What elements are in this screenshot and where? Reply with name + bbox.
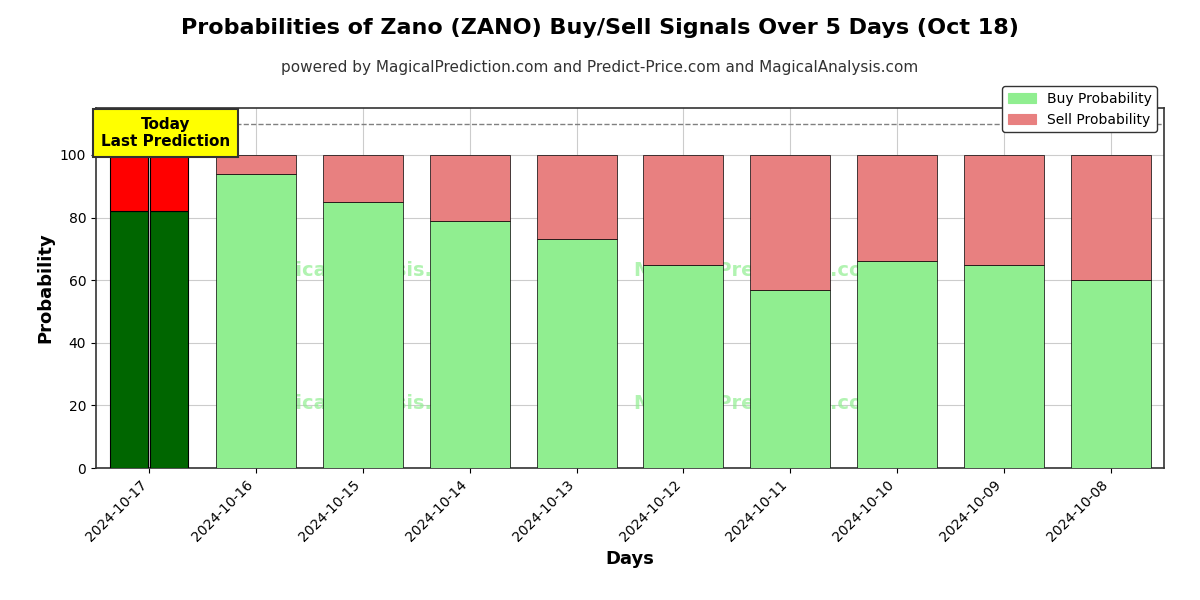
- Bar: [1070, 155, 1151, 280]
- Bar: [110, 155, 149, 211]
- Bar: [1070, 280, 1151, 468]
- Bar: [857, 155, 937, 262]
- Bar: [216, 155, 296, 174]
- Bar: [430, 221, 510, 468]
- Text: Probabilities of Zano (ZANO) Buy/Sell Signals Over 5 Days (Oct 18): Probabilities of Zano (ZANO) Buy/Sell Si…: [181, 18, 1019, 38]
- Bar: [150, 211, 188, 468]
- Bar: [643, 155, 724, 265]
- Bar: [323, 202, 403, 468]
- Bar: [964, 265, 1044, 468]
- Bar: [964, 155, 1044, 265]
- Bar: [323, 155, 403, 202]
- Text: Today
Last Prediction: Today Last Prediction: [101, 117, 230, 149]
- Bar: [150, 155, 188, 211]
- Legend: Buy Probability, Sell Probability: Buy Probability, Sell Probability: [1002, 86, 1157, 132]
- Bar: [110, 211, 149, 468]
- Bar: [857, 262, 937, 468]
- Y-axis label: Probability: Probability: [36, 233, 54, 343]
- Bar: [750, 290, 830, 468]
- Text: MagicalPrediction.com: MagicalPrediction.com: [634, 394, 883, 413]
- Bar: [536, 155, 617, 239]
- Text: MagicalPrediction.com: MagicalPrediction.com: [634, 260, 883, 280]
- Bar: [536, 239, 617, 468]
- Bar: [750, 155, 830, 290]
- Bar: [216, 174, 296, 468]
- Bar: [430, 155, 510, 221]
- Bar: [643, 265, 724, 468]
- Text: MagicalAnalysis.com: MagicalAnalysis.com: [248, 394, 478, 413]
- X-axis label: Days: Days: [606, 550, 654, 568]
- Text: powered by MagicalPrediction.com and Predict-Price.com and MagicalAnalysis.com: powered by MagicalPrediction.com and Pre…: [281, 60, 919, 75]
- Text: MagicalAnalysis.com: MagicalAnalysis.com: [248, 260, 478, 280]
